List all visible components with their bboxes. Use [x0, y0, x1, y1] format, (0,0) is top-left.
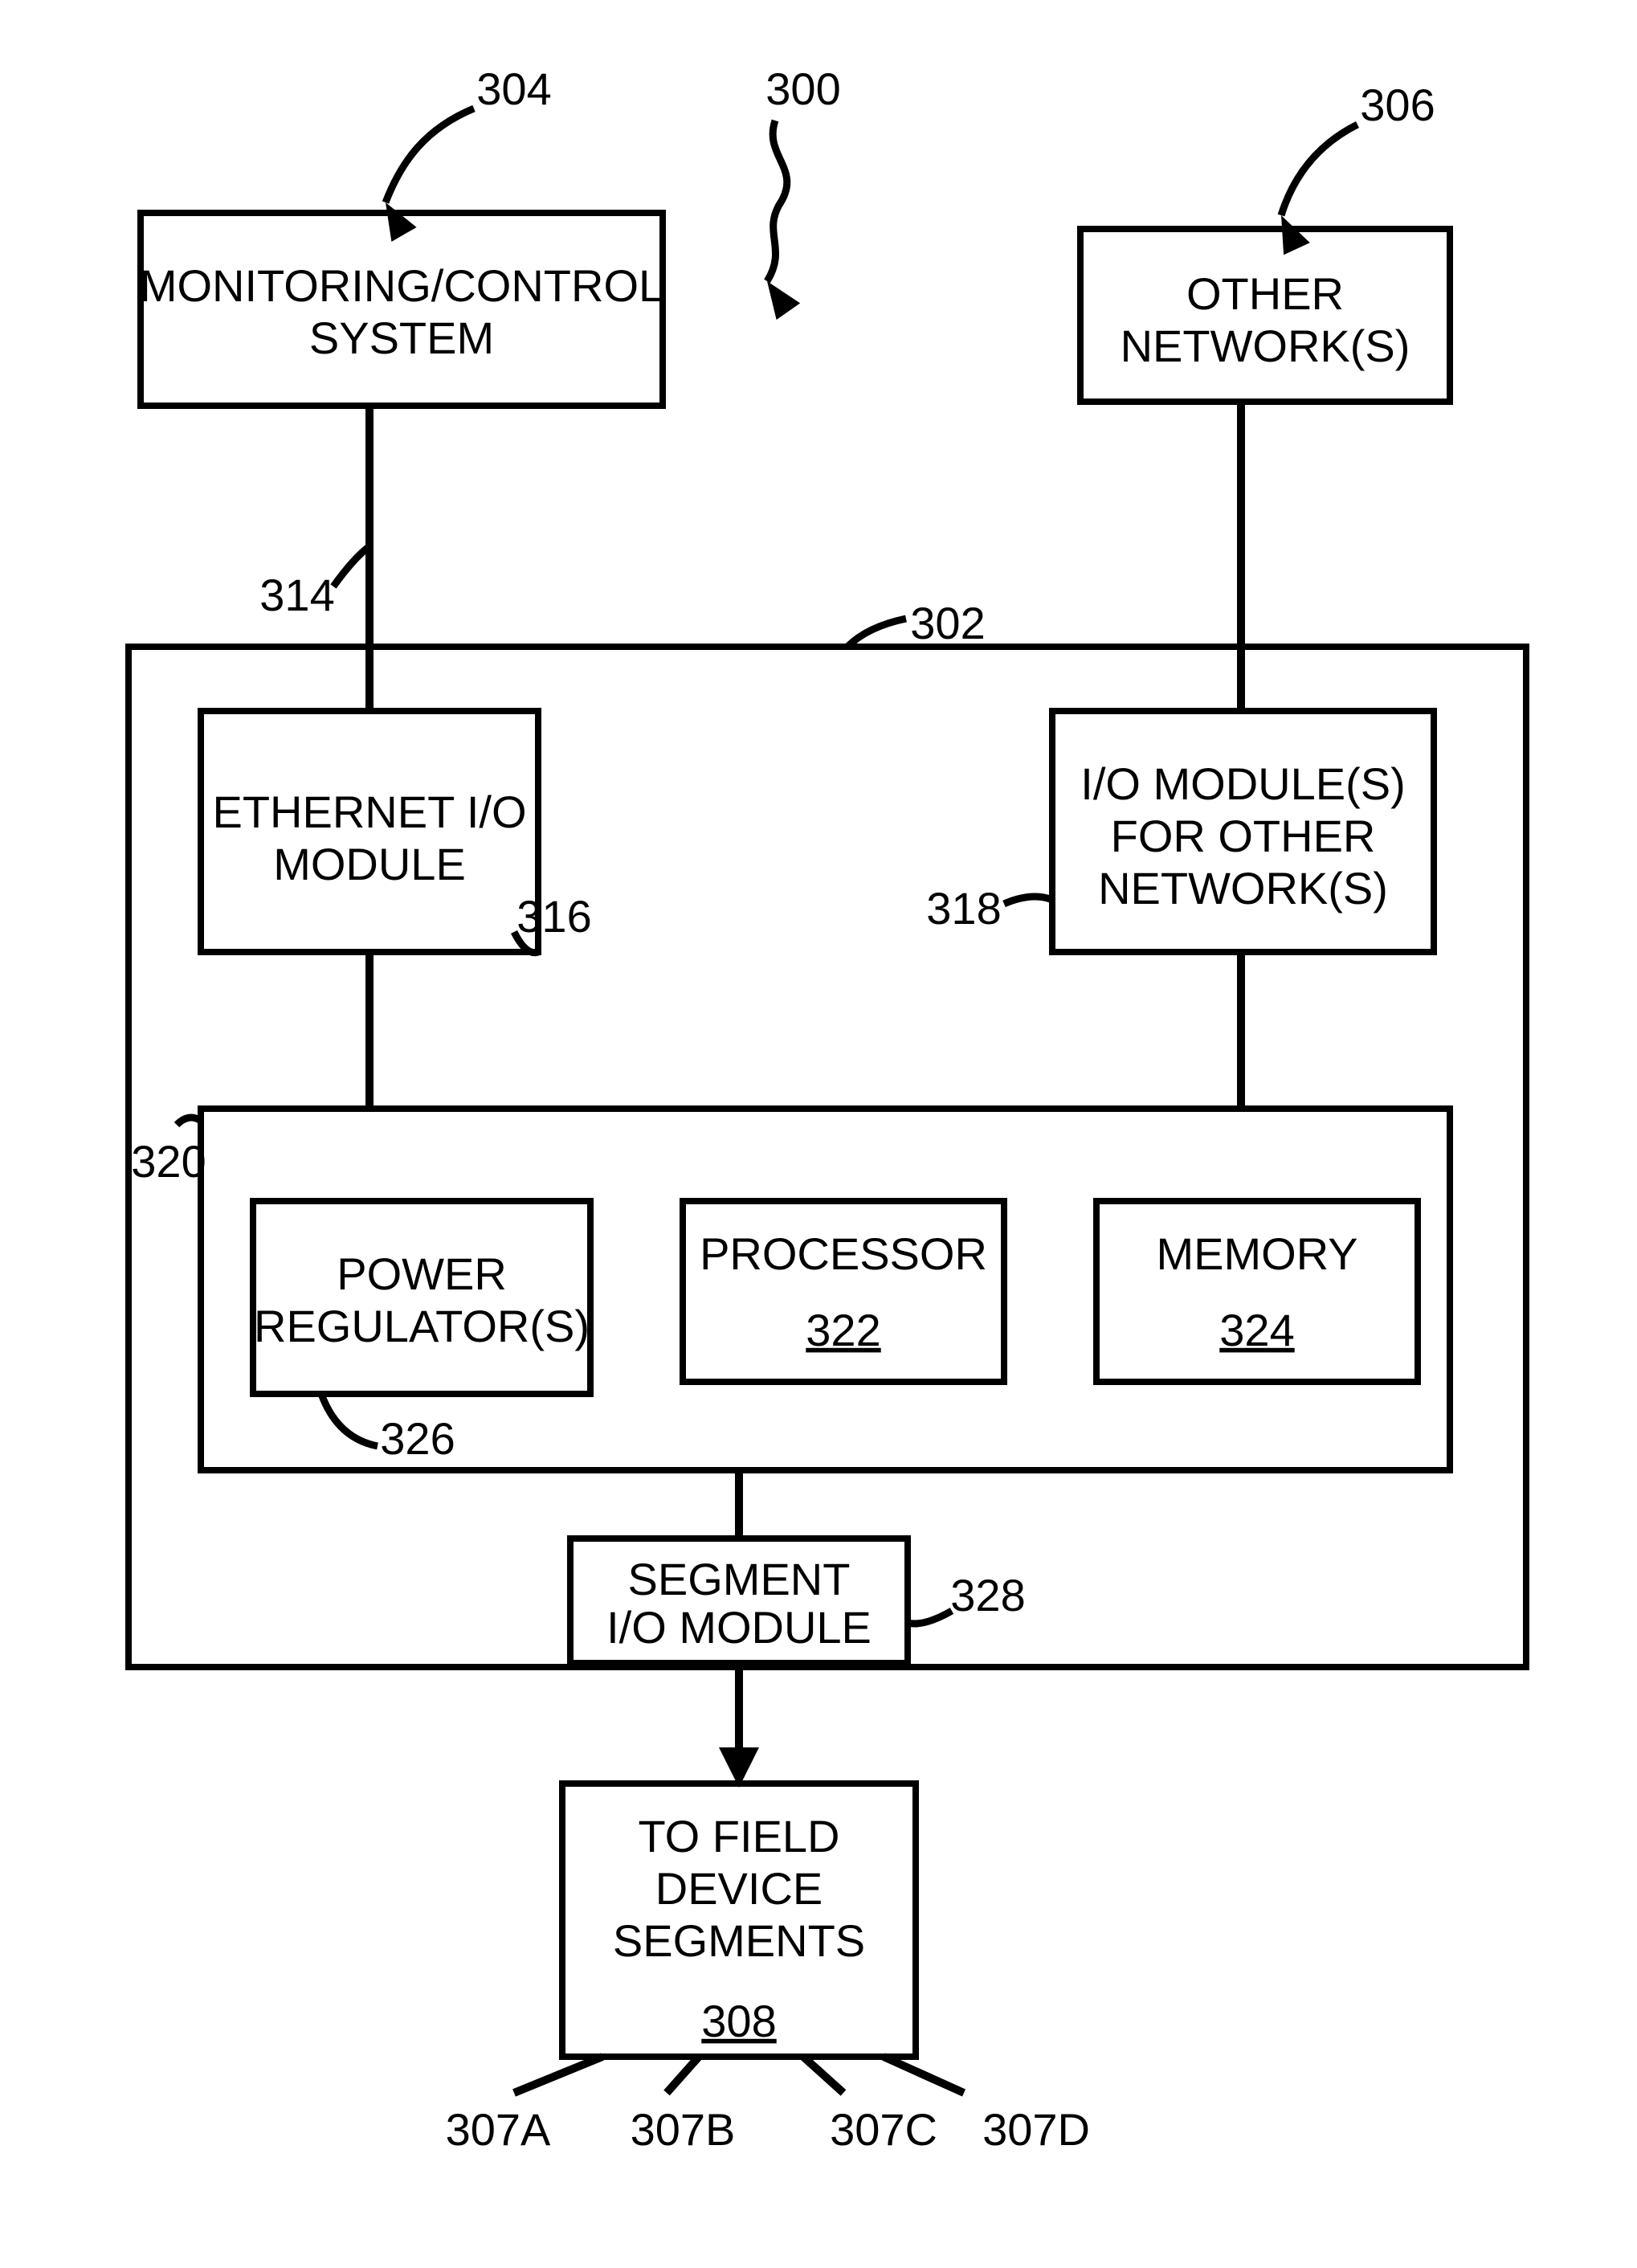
svg-text:316: 316 — [516, 891, 591, 942]
svg-text:FOR OTHER: FOR OTHER — [1111, 811, 1376, 861]
system-block-diagram: SEGMENTI/O MODULE MONITORING/CONTROLSYSTE… — [0, 0, 1637, 2268]
svg-text:307C: 307C — [830, 2104, 937, 2155]
svg-text:NETWORK(S): NETWORK(S) — [1098, 863, 1388, 913]
svg-text:307A: 307A — [446, 2104, 551, 2155]
svg-text:TO FIELD: TO FIELD — [638, 1811, 839, 1861]
svg-text:MEMORY: MEMORY — [1157, 1228, 1358, 1279]
svg-text:318: 318 — [926, 883, 1001, 934]
svg-text:I/O MODULE: I/O MODULE — [606, 1602, 872, 1653]
svg-text:314: 314 — [259, 570, 334, 620]
svg-text:POWER: POWER — [337, 1248, 507, 1299]
svg-text:SEGMENTS: SEGMENTS — [613, 1915, 865, 1966]
svg-text:300: 300 — [765, 63, 840, 114]
svg-text:DEVICE: DEVICE — [655, 1863, 823, 1914]
svg-text:324: 324 — [1219, 1305, 1294, 1355]
svg-text:OTHER: OTHER — [1186, 268, 1344, 319]
svg-text:307B: 307B — [631, 2104, 736, 2155]
svg-text:MONITORING/CONTROL: MONITORING/CONTROL — [140, 260, 663, 311]
svg-text:302: 302 — [910, 598, 985, 648]
svg-text:322: 322 — [806, 1305, 880, 1355]
svg-text:ETHERNET I/O: ETHERNET I/O — [212, 787, 526, 837]
svg-text:REGULATOR(S): REGULATOR(S) — [254, 1301, 590, 1351]
svg-text:SYSTEM: SYSTEM — [309, 313, 494, 363]
svg-text:306: 306 — [1360, 80, 1435, 130]
svg-text:307D: 307D — [982, 2104, 1090, 2155]
svg-text:NETWORK(S): NETWORK(S) — [1121, 321, 1410, 371]
svg-text:308: 308 — [701, 1996, 776, 2046]
svg-text:MODULE: MODULE — [273, 839, 466, 889]
svg-text:304: 304 — [476, 63, 551, 114]
svg-text:I/O MODULE(S): I/O MODULE(S) — [1080, 758, 1405, 809]
svg-text:328: 328 — [950, 1570, 1025, 1620]
svg-text:SEGMENT: SEGMENT — [628, 1554, 851, 1604]
svg-text:320: 320 — [131, 1136, 206, 1187]
svg-text:326: 326 — [380, 1413, 455, 1464]
svg-text:PROCESSOR: PROCESSOR — [700, 1228, 987, 1279]
